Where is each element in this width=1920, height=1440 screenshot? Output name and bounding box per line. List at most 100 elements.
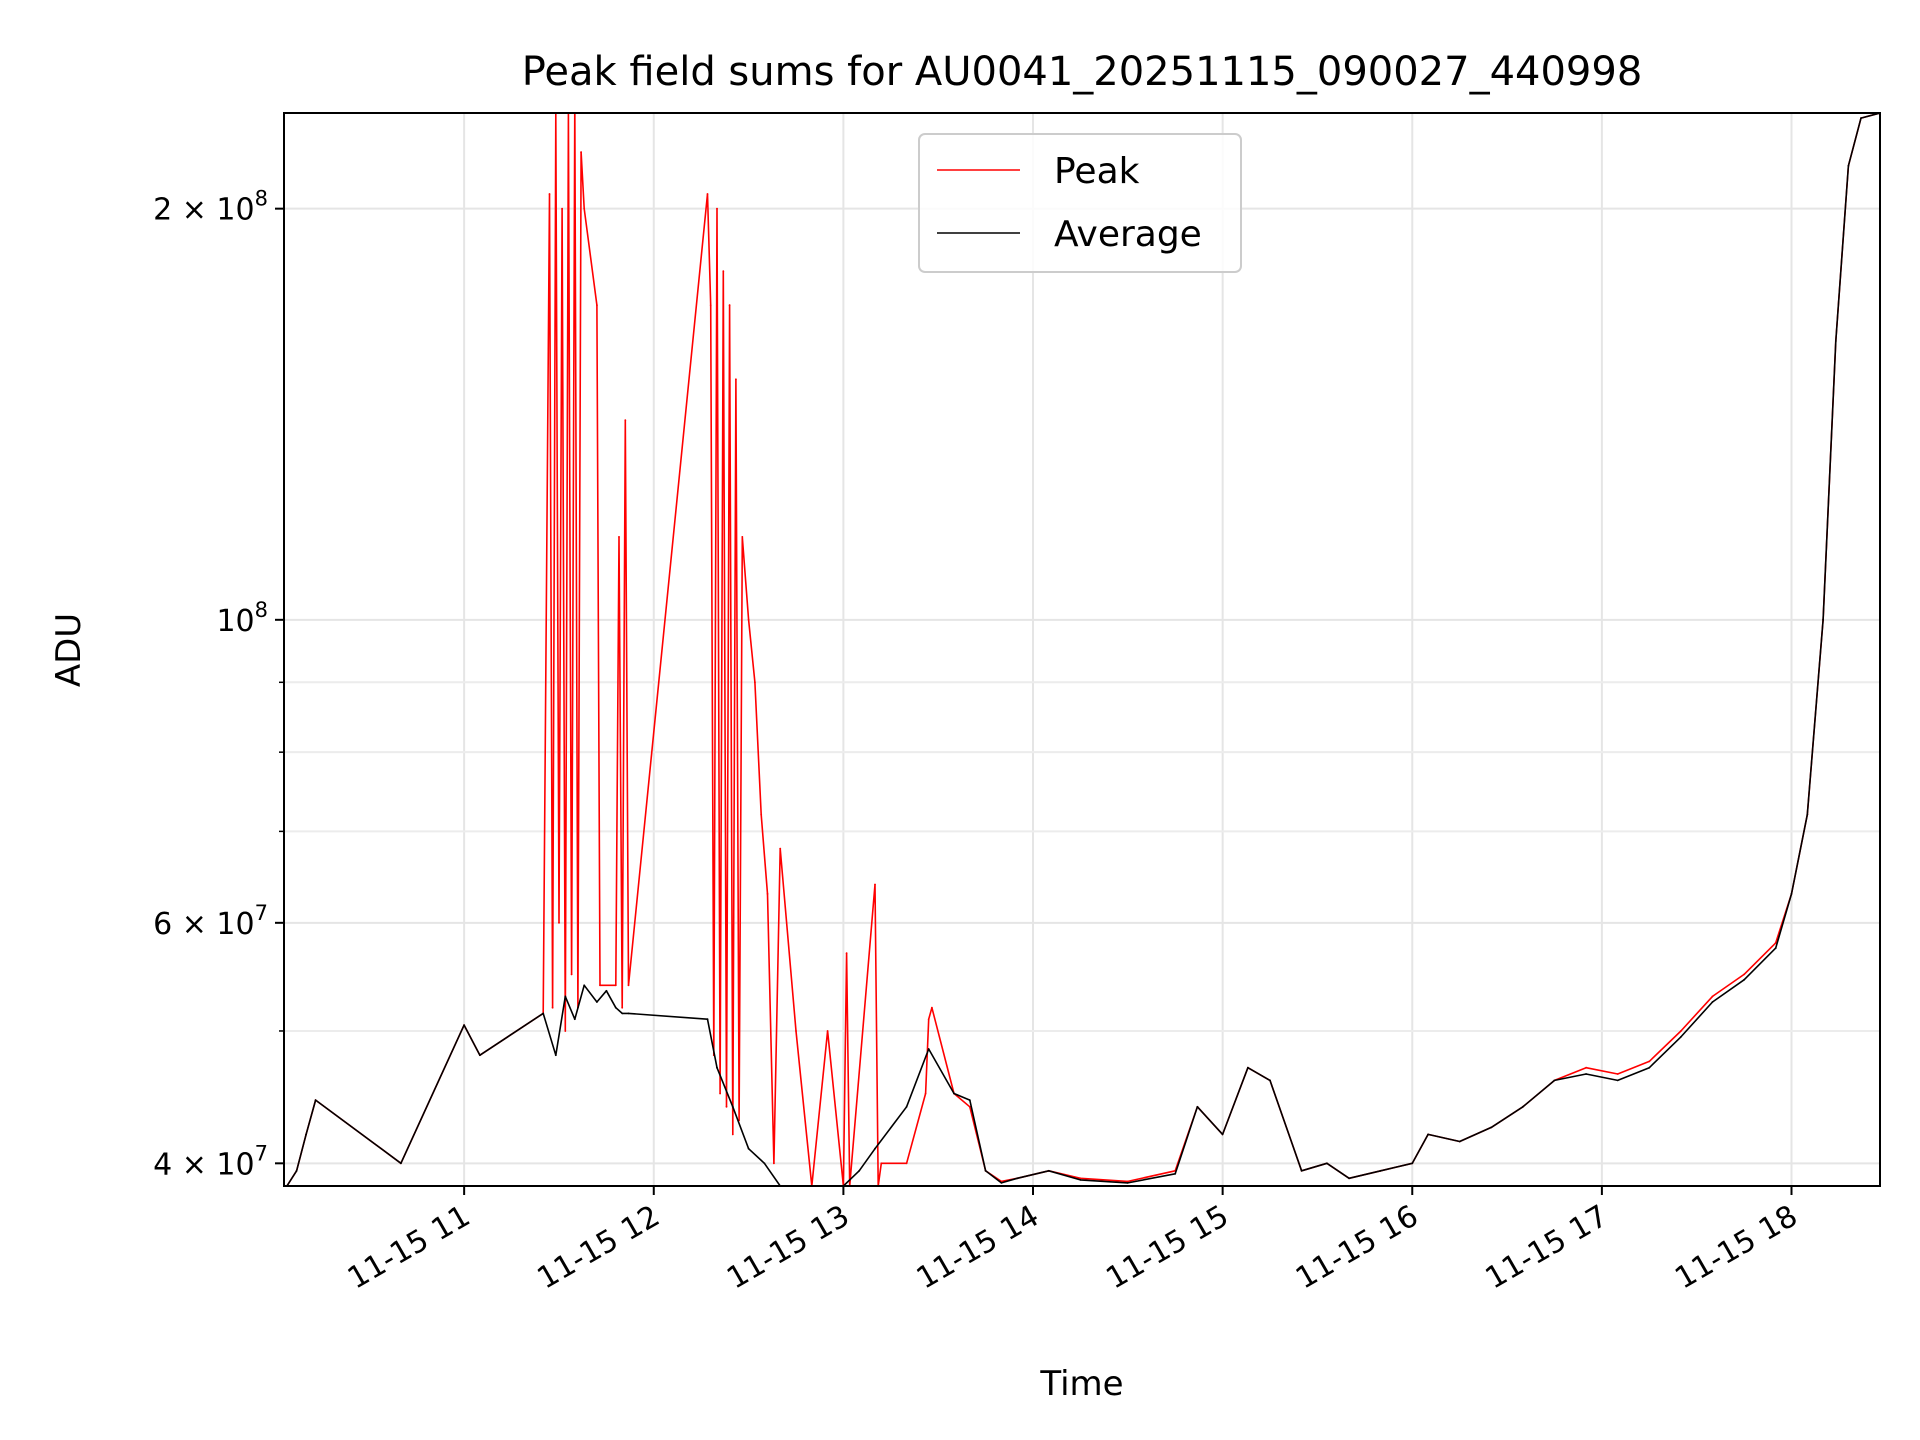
data-point-average <box>984 1169 987 1172</box>
chart-title: Peak field sums for AU0041_20251115_0900… <box>522 49 1643 95</box>
data-point-peak <box>599 984 601 987</box>
data-point-average <box>905 1105 908 1108</box>
data-point-average <box>314 1099 317 1101</box>
data-point-peak <box>551 1006 554 1009</box>
data-point-average <box>731 1105 734 1108</box>
data-point-average <box>706 1018 709 1021</box>
data-point-average <box>583 984 586 987</box>
data-point-average <box>1585 1073 1587 1075</box>
data-point-peak <box>709 304 712 306</box>
data-point-average <box>1648 1066 1651 1069</box>
data-point-peak <box>1126 1180 1129 1183</box>
data-point-average <box>1774 947 1777 949</box>
data-point-average <box>1221 1133 1224 1136</box>
data-point-peak <box>627 984 630 987</box>
data-point-average <box>1680 1036 1682 1038</box>
data-point-average <box>573 1018 576 1021</box>
data-point-average <box>1711 1001 1714 1003</box>
data-point-average <box>1269 1079 1271 1082</box>
data-point-average <box>463 1024 465 1026</box>
data-point-average <box>874 1147 876 1150</box>
data-point-average <box>479 1054 481 1057</box>
data-point-peak <box>558 921 560 924</box>
data-point-peak <box>747 618 750 621</box>
data-point-peak <box>1079 1177 1082 1180</box>
data-point-peak <box>1711 995 1714 998</box>
data-point-peak <box>564 1030 567 1032</box>
data-point-average <box>1790 893 1793 895</box>
data-point-peak <box>931 1006 933 1009</box>
data-point-average <box>716 1066 718 1069</box>
data-point-average <box>400 1162 402 1165</box>
data-point-peak <box>880 1162 883 1165</box>
y-tick-label: 108 <box>216 598 268 639</box>
data-point-peak <box>570 973 573 976</box>
data-point-average <box>295 1169 298 1172</box>
plot-frame <box>283 112 1881 1187</box>
data-point-average <box>554 1054 557 1057</box>
data-point-average <box>763 1162 766 1165</box>
data-point-average <box>1522 1105 1524 1108</box>
y-axis-label: ADU <box>49 613 89 687</box>
data-point-average <box>1126 1182 1129 1184</box>
data-point-average <box>605 989 608 992</box>
data-point-peak <box>1680 1030 1682 1032</box>
data-point-average <box>1847 164 1850 167</box>
data-point-average <box>1616 1079 1619 1082</box>
data-point-average <box>1458 1140 1461 1143</box>
y-tick-label: 2 × 108 <box>153 187 268 228</box>
data-point-average <box>927 1048 930 1050</box>
data-point-peak <box>561 207 563 210</box>
data-point-peak <box>924 1092 927 1095</box>
data-point-peak <box>580 151 582 154</box>
data-point-average <box>542 1012 545 1015</box>
y-tick-label: 6 × 107 <box>153 901 268 942</box>
data-point-average <box>1016 1177 1019 1180</box>
data-point-peak <box>706 193 709 195</box>
data-point-peak <box>722 270 725 273</box>
data-point-peak <box>927 1018 930 1021</box>
data-point-average <box>1247 1066 1249 1069</box>
data-point-peak <box>614 984 617 987</box>
data-point-average <box>621 1012 624 1015</box>
data-point-peak <box>874 883 876 886</box>
data-point-average <box>953 1092 955 1095</box>
data-point-average <box>1806 813 1809 816</box>
data-point-average <box>1348 1177 1350 1180</box>
data-point-peak <box>596 304 598 306</box>
data-point-average <box>1822 618 1824 621</box>
legend-label-peak: Peak <box>1054 151 1140 192</box>
data-point-peak <box>735 378 737 381</box>
data-point-peak <box>1774 942 1777 944</box>
y-axis: 4 × 107 6 × 107 108 2 × 108 <box>153 187 284 1182</box>
data-point-average <box>858 1169 861 1172</box>
x-axis-label: Time <box>1039 1364 1123 1404</box>
data-point-average <box>614 1006 617 1009</box>
data-point-peak <box>1648 1060 1651 1063</box>
data-point-peak <box>826 1030 829 1032</box>
data-point-average <box>1553 1079 1556 1082</box>
data-point-average <box>1379 1169 1382 1172</box>
data-point-peak <box>754 681 756 684</box>
data-point-peak <box>731 1133 734 1136</box>
data-point-peak <box>795 1030 797 1032</box>
data-point-average <box>1000 1182 1003 1184</box>
data-point-average <box>1860 117 1862 119</box>
data-point-average <box>1490 1126 1493 1129</box>
data-point-average <box>305 1133 307 1136</box>
data-point-peak <box>968 1105 971 1108</box>
data-point-average <box>1079 1179 1082 1181</box>
data-point-average <box>627 1012 630 1015</box>
data-point-peak <box>719 1092 721 1095</box>
data-point-peak <box>905 1162 908 1165</box>
data-point-peak <box>548 193 551 195</box>
series-layer <box>285 113 1880 1186</box>
data-point-average <box>1047 1169 1050 1172</box>
data-point-average <box>1326 1162 1328 1165</box>
data-point-average <box>1834 340 1837 342</box>
data-point-average <box>1300 1169 1303 1172</box>
data-point-average <box>1743 978 1745 981</box>
data-point-peak <box>1616 1073 1619 1075</box>
data-point-peak <box>1585 1066 1587 1069</box>
